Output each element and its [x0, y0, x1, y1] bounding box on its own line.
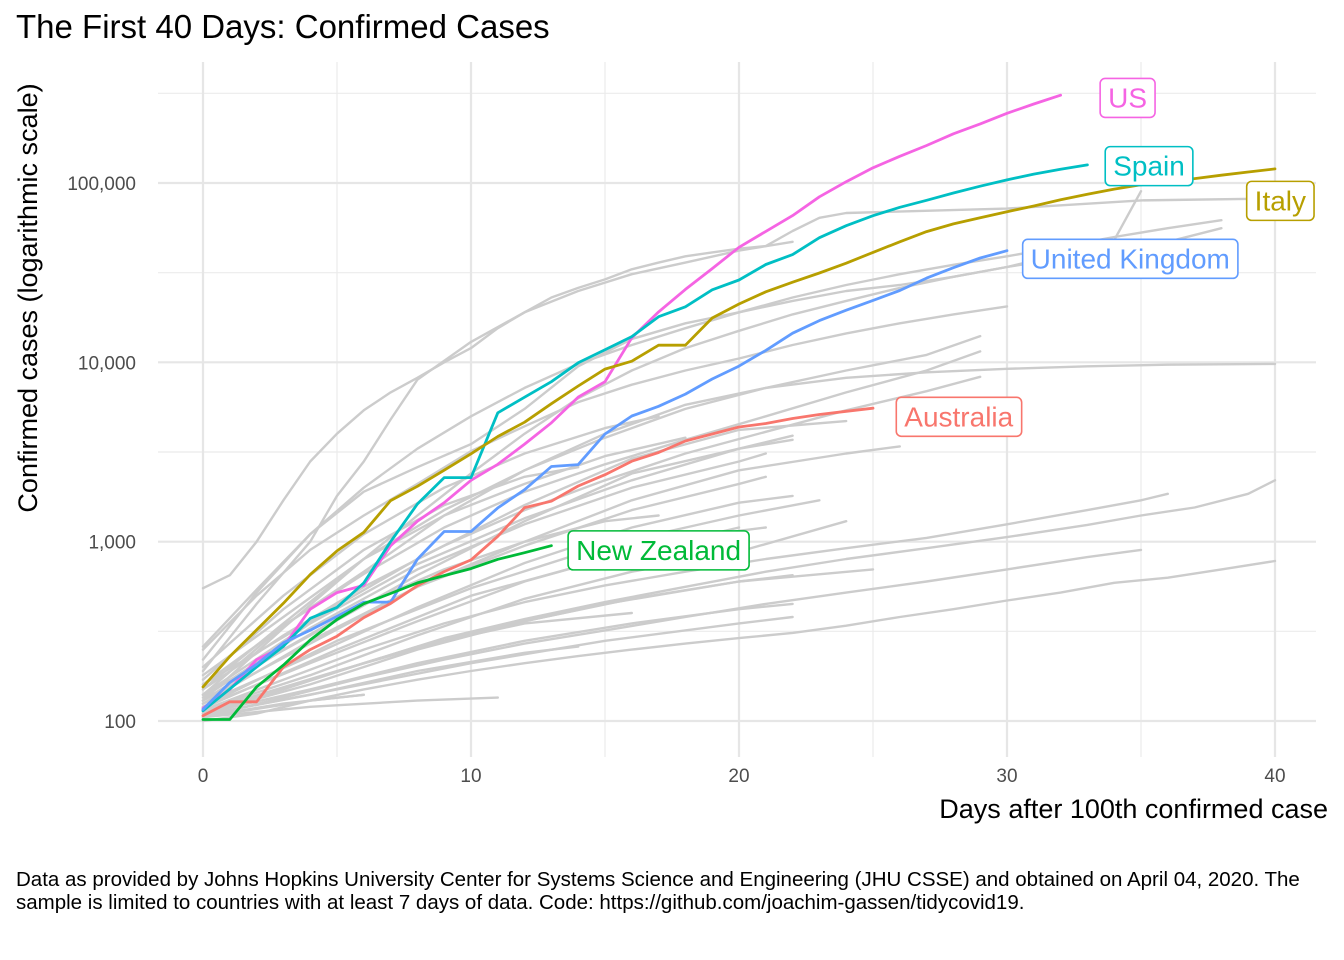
series-label-us: US — [1099, 77, 1156, 119]
series-label-text: Spain — [1113, 151, 1185, 182]
y-axis-title: Confirmed cases (logarithmic scale) — [13, 83, 43, 512]
background-series-line — [201, 190, 1143, 702]
background-series-line — [201, 514, 660, 702]
y-tick-label: 100 — [104, 712, 136, 733]
background-series-line — [201, 452, 767, 699]
x-tick-label: 0 — [198, 766, 209, 787]
background-series-line — [201, 574, 794, 713]
series-line-united-kingdom — [201, 249, 1009, 711]
background-series-line — [201, 499, 821, 708]
axis-ticks: 0 10 20 30 40 100 1,000 10,000 100,000 — [67, 174, 1285, 787]
series-label-new-zealand: New Zealand — [567, 530, 750, 571]
background-series-line — [201, 334, 982, 677]
background-series-lines — [201, 190, 1277, 723]
series-label-box — [567, 530, 750, 571]
series-label-text: New Zealand — [576, 535, 741, 566]
x-tick-label: 20 — [728, 766, 749, 787]
series-line-spain — [201, 163, 1089, 713]
background-series-line — [201, 548, 1143, 719]
background-series-line — [201, 375, 982, 691]
background-series-line — [201, 445, 901, 702]
series-label-united-kingdom: United Kingdom — [1021, 238, 1239, 280]
series-label-australia: Australia — [895, 396, 1023, 438]
caption-text: Data as provided by Johns Hopkins Univer… — [16, 868, 1300, 914]
series-label-italy: Italy — [1245, 180, 1315, 222]
series-label-box — [1021, 238, 1239, 280]
x-tick-label: 10 — [460, 766, 481, 787]
series-line-italy — [201, 167, 1277, 689]
background-series-line — [201, 559, 1277, 723]
background-series-line — [201, 415, 660, 669]
y-tick-label: 100,000 — [67, 174, 136, 195]
series-label-box — [895, 396, 1023, 438]
x-tick-label: 40 — [1264, 766, 1285, 787]
background-series-line — [201, 240, 794, 673]
series-line-australia — [201, 406, 875, 718]
series-label-spain: Spain — [1104, 145, 1194, 187]
series-label-text: United Kingdom — [1031, 243, 1230, 274]
background-series-line — [201, 305, 1009, 651]
background-series-line — [201, 419, 848, 686]
series-line-new-zealand — [201, 544, 553, 721]
series-label-text: Australia — [904, 401, 1013, 432]
chart-caption: Data as provided by Johns Hopkins Univer… — [16, 868, 1316, 914]
series-label-box — [1104, 145, 1194, 187]
series-label-box — [1099, 77, 1156, 119]
series-label-text: Italy — [1255, 185, 1306, 216]
highlighted-series-lines — [201, 93, 1277, 721]
background-series-line — [201, 696, 499, 719]
background-series-line — [201, 494, 794, 705]
background-series-line — [201, 197, 1277, 590]
background-series-line — [201, 615, 794, 717]
series-labels: US Spain Italy United Kingdom Australia New Z… — [567, 77, 1315, 571]
chart-title: The First 40 Days: Confirmed Cases — [16, 8, 550, 45]
background-series-line — [201, 479, 1277, 715]
y-tick-label: 1,000 — [88, 533, 136, 554]
x-tick-label: 30 — [996, 766, 1017, 787]
background-series-line — [201, 693, 365, 718]
series-label-box — [1245, 180, 1315, 222]
series-label-text: US — [1108, 82, 1147, 113]
x-axis-title: Days after 100th confirmed case — [939, 794, 1328, 824]
background-series-line — [201, 434, 794, 696]
y-tick-label: 10,000 — [78, 353, 136, 374]
